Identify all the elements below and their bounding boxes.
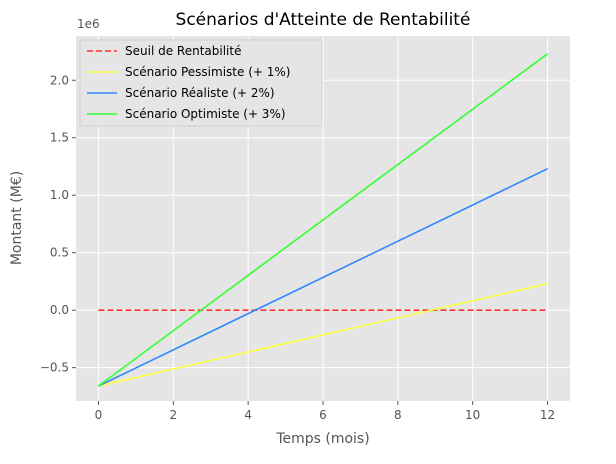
legend: Seuil de Rentabilité Scénario Pessimiste … (79, 39, 323, 127)
legend-label: Scénario Pessimiste (+ 1%) (125, 65, 290, 79)
legend-label: Scénario Optimiste (+ 3%) (125, 107, 286, 121)
legend-box (79, 39, 323, 127)
x-axis-label: Temps (mois) (275, 431, 369, 447)
x-tick-label: 2 (169, 408, 177, 422)
x-tick-label: 8 (394, 408, 402, 422)
y-tick-label: 1.5 (50, 131, 69, 145)
y-tick-label: −0.5 (40, 361, 69, 375)
x-tick-label: 0 (95, 408, 103, 422)
y-tick-label: 0.0 (50, 303, 69, 317)
x-tick-label: 12 (540, 408, 555, 422)
x-tick-label: 4 (244, 408, 252, 422)
series-line (98, 282, 548, 387)
y-axis-label: Montant (M€) (9, 171, 25, 265)
y-tick-label: 0.5 (50, 246, 69, 260)
axis-ticks: 0 2 4 6 8 10 12 −0.5 0.0 0.5 1.0 1.5 2.0 (40, 73, 555, 422)
legend-label: Scénario Réaliste (+ 2%) (125, 86, 275, 100)
series-line (98, 168, 548, 387)
series-line (97, 53, 549, 387)
chart-title: Scénarios d'Atteinte de Rentabilité (176, 10, 471, 30)
y-scale-label: 1e6 (77, 17, 100, 31)
x-tick-label: 10 (465, 408, 480, 422)
series-lines (97, 53, 549, 387)
y-tick-label: 1.0 (50, 188, 69, 202)
x-tick-label: 6 (319, 408, 327, 422)
y-tick-label: 2.0 (50, 73, 69, 87)
legend-label: Seuil de Rentabilité (125, 44, 241, 58)
